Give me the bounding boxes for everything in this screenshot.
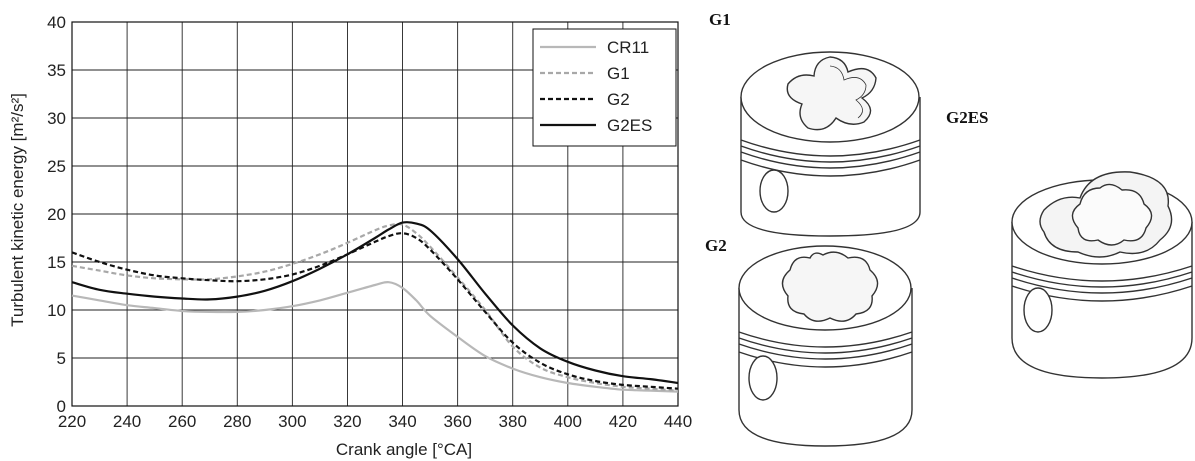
series-group <box>71 221 679 393</box>
legend-box <box>532 28 677 147</box>
y-tick-label: 40 <box>47 13 66 32</box>
plot-frame <box>71 21 679 407</box>
x-tick-label: 440 <box>664 412 692 431</box>
legend-label-g2: G2 <box>607 90 630 109</box>
x-tick-labels: 220 240 260 280 300 320 340 360 380 400 420 440 <box>58 412 692 431</box>
legend: CR11 G1 G2 G2ES <box>532 28 677 147</box>
x-tick-label: 400 <box>554 412 582 431</box>
x-tick-label: 240 <box>113 412 141 431</box>
legend-label-g2es: G2ES <box>607 116 652 135</box>
x-tick-label: 380 <box>499 412 527 431</box>
x-tick-label: 300 <box>278 412 306 431</box>
legend-items: CR11 G1 G2 G2ES <box>540 38 652 135</box>
y-tick-label: 5 <box>57 349 66 368</box>
x-tick-label: 340 <box>388 412 416 431</box>
y-tick-labels: 0 5 10 15 20 25 30 35 40 <box>47 13 66 416</box>
piston-g2-drawing <box>738 245 913 447</box>
y-tick-label: 10 <box>47 301 66 320</box>
series-line-cr11 <box>71 281 679 393</box>
y-tick-label: 0 <box>57 397 66 416</box>
line-chart: 220 240 260 280 300 320 340 360 380 400 420 440 0 5 1… <box>8 13 692 459</box>
y-tick-label: 30 <box>47 109 66 128</box>
legend-label-cr11: CR11 <box>607 38 649 57</box>
x-axis-label: Crank angle [°CA] <box>336 440 472 459</box>
x-tick-label: 360 <box>443 412 471 431</box>
piston-label-g2: G2 <box>705 236 727 255</box>
series-line-g1 <box>71 222 679 392</box>
x-tick-label: 220 <box>58 412 86 431</box>
piston-label-g2es: G2ES <box>946 108 989 127</box>
y-tick-label: 20 <box>47 205 66 224</box>
y-tick-label: 35 <box>47 61 66 80</box>
y-tick-label: 15 <box>47 253 66 272</box>
x-tick-label: 280 <box>223 412 251 431</box>
piston-label-g1: G1 <box>709 10 731 29</box>
series-line-g2 <box>71 232 679 390</box>
legend-label-g1: G1 <box>607 64 630 83</box>
piston-g1-drawing <box>740 51 921 237</box>
y-tick-label: 25 <box>47 157 66 176</box>
y-axis-label: Turbulent kinetic energy [m²/s²] <box>8 93 27 327</box>
piston-g2es-drawing <box>1011 171 1193 379</box>
x-tick-label: 420 <box>609 412 637 431</box>
x-tick-label: 260 <box>168 412 196 431</box>
series-line-g2es <box>71 221 679 385</box>
x-tick-label: 320 <box>333 412 361 431</box>
